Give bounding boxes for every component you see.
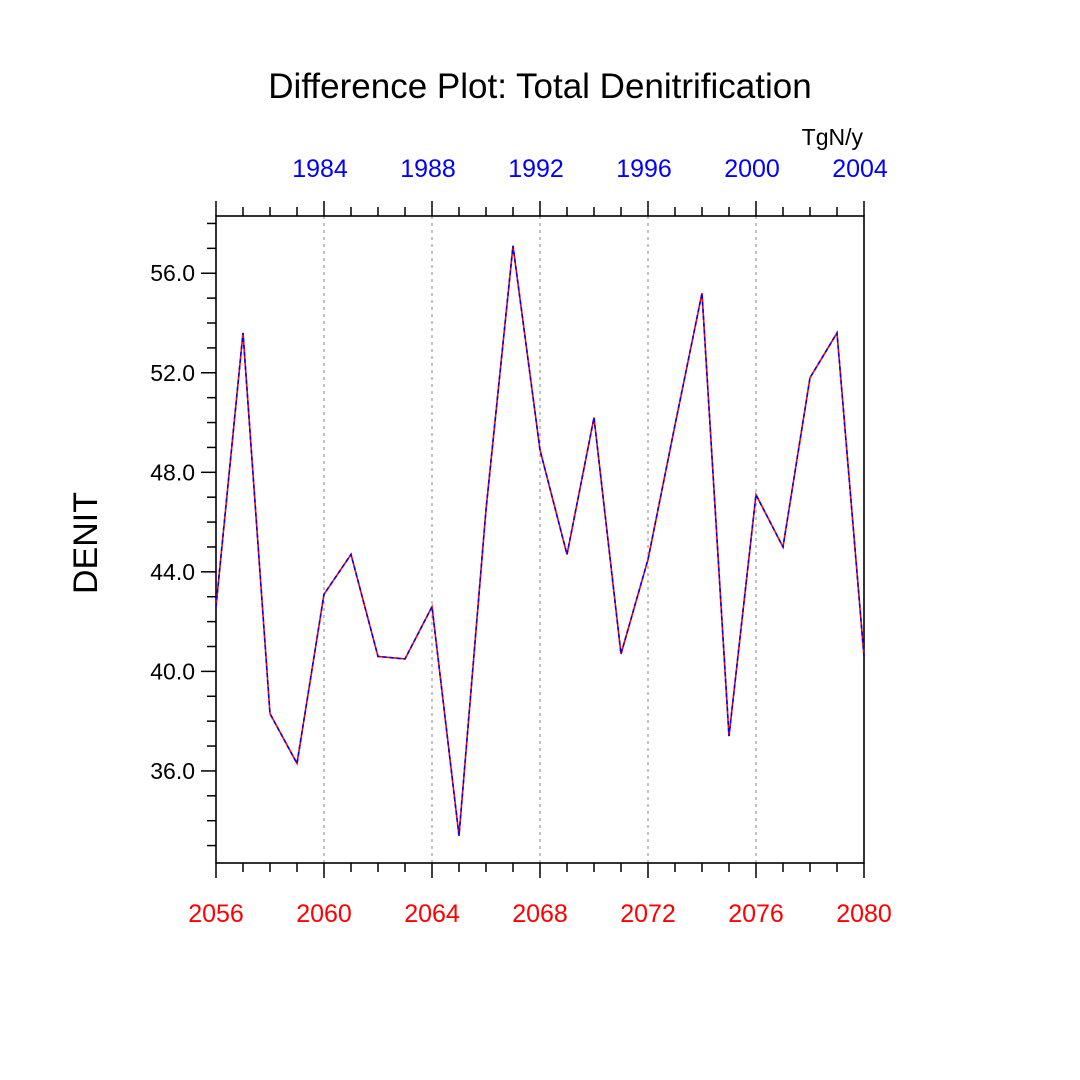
- y-tick-label-44: 44.0: [150, 559, 195, 585]
- y-axis-label: DENIT: [67, 492, 105, 594]
- bottom-tick-label-2080: 2080: [836, 900, 892, 928]
- top-tick-label-1992: 1992: [508, 155, 564, 183]
- top-tick-label-1988: 1988: [400, 155, 456, 183]
- bottom-tick-label-2068: 2068: [512, 900, 568, 928]
- tick-labels: 36.0 40.0 44.0 48.0 52.0 56.0 2056 2060 2064 2068…: [150, 155, 892, 928]
- grid-lines: [323, 216, 757, 863]
- top-tick-label-2000: 2000: [724, 155, 780, 183]
- bottom-tick-label-2072: 2072: [620, 900, 676, 928]
- bottom-tick-label-2060: 2060: [296, 900, 352, 928]
- units-label: TgN/y: [802, 124, 864, 150]
- bottom-tick-label-2076: 2076: [728, 900, 784, 928]
- bottom-tick-label-2064: 2064: [404, 900, 460, 928]
- chart-title: Difference Plot: Total Denitrification: [268, 67, 811, 106]
- bottom-tick-label-2056: 2056: [188, 900, 244, 928]
- y-tick-label-40: 40.0: [150, 658, 195, 684]
- y-tick-label-36: 36.0: [150, 758, 195, 784]
- data-series: [215, 245, 865, 836]
- y-tick-label-48: 48.0: [150, 459, 195, 485]
- y-tick-label-52: 52.0: [150, 360, 195, 386]
- y-tick-label-56: 56.0: [150, 260, 195, 286]
- series-line-1: [215, 245, 865, 836]
- top-tick-label-2004: 2004: [832, 155, 888, 183]
- axis-ticks: [201, 201, 865, 878]
- top-tick-label-1996: 1996: [616, 155, 672, 183]
- top-tick-label-1984: 1984: [292, 155, 348, 183]
